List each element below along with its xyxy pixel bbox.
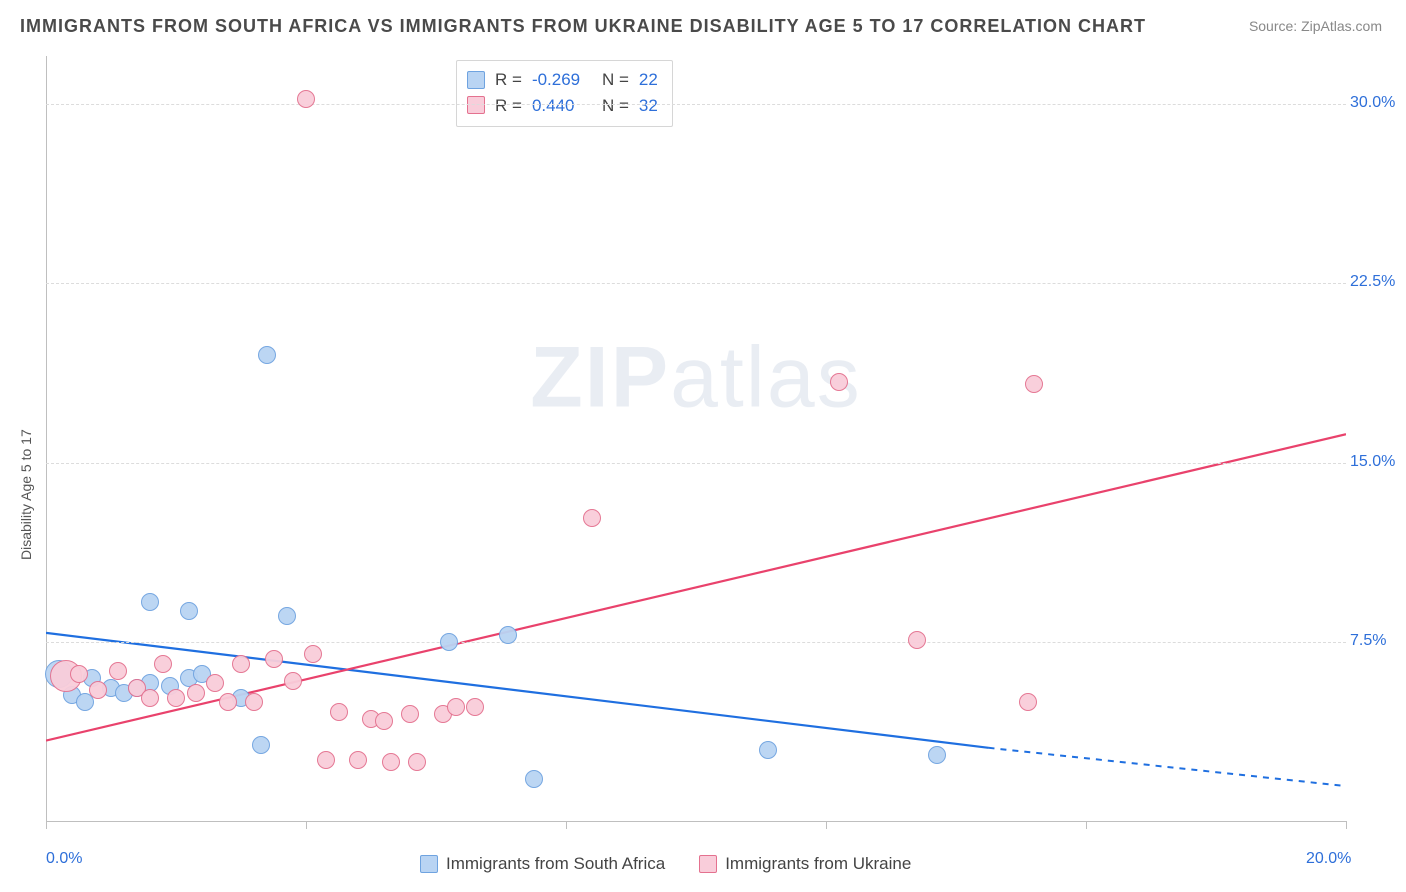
swatch-ua (467, 96, 485, 114)
plot-area: ZIPatlas R = -0.269 N = 22 R = 0.440 N =… (46, 56, 1346, 822)
data-point-sa (499, 626, 517, 644)
data-point-ua (317, 751, 335, 769)
stats-R-label-2: R = (495, 93, 522, 119)
x-tick-mark (306, 821, 307, 829)
y-tick-label: 7.5% (1350, 632, 1406, 650)
stats-R-sa: -0.269 (532, 67, 592, 93)
stats-row-sa: R = -0.269 N = 22 (467, 67, 658, 93)
x-tick-mark (566, 821, 567, 829)
data-point-ua (109, 662, 127, 680)
legend-label-ua: Immigrants from Ukraine (725, 854, 911, 874)
data-point-ua (141, 689, 159, 707)
data-point-ua (219, 693, 237, 711)
legend-item-sa: Immigrants from South Africa (420, 854, 665, 874)
data-point-ua (265, 650, 283, 668)
y-tick-label: 22.5% (1350, 273, 1406, 291)
data-point-ua (401, 705, 419, 723)
data-point-sa (258, 346, 276, 364)
legend-item-ua: Immigrants from Ukraine (699, 854, 911, 874)
x-tick-mark (826, 821, 827, 829)
data-point-sa (278, 607, 296, 625)
stats-R-label: R = (495, 67, 522, 93)
data-point-ua (89, 681, 107, 699)
legend: Immigrants from South Africa Immigrants … (420, 854, 911, 874)
data-point-sa (759, 741, 777, 759)
watermark: ZIPatlas (530, 328, 861, 427)
stats-row-ua: R = 0.440 N = 32 (467, 93, 658, 119)
data-point-ua (330, 703, 348, 721)
data-point-ua (304, 645, 322, 663)
stats-R-ua: 0.440 (532, 93, 592, 119)
data-point-sa (252, 736, 270, 754)
grid-line (46, 642, 1346, 643)
y-tick-label: 15.0% (1350, 453, 1406, 471)
data-point-ua (232, 655, 250, 673)
data-point-ua (830, 373, 848, 391)
chart-title: IMMIGRANTS FROM SOUTH AFRICA VS IMMIGRAN… (20, 16, 1146, 37)
data-point-ua (206, 674, 224, 692)
data-point-sa (180, 602, 198, 620)
data-point-ua (70, 665, 88, 683)
x-tick-mark (46, 821, 47, 829)
data-point-ua (408, 753, 426, 771)
data-point-ua (382, 753, 400, 771)
x-tick-label: 0.0% (46, 850, 82, 868)
legend-label-sa: Immigrants from South Africa (446, 854, 665, 874)
data-point-sa (525, 770, 543, 788)
stats-N-ua: 32 (639, 93, 658, 119)
data-point-ua (297, 90, 315, 108)
data-point-ua (375, 712, 393, 730)
swatch-sa (467, 71, 485, 89)
legend-swatch-ua (699, 855, 717, 873)
y-tick-label: 30.0% (1350, 94, 1406, 112)
data-point-sa (440, 633, 458, 651)
grid-line (46, 283, 1346, 284)
grid-line (46, 104, 1346, 105)
stats-N-label-2: N = (602, 93, 629, 119)
data-point-ua (187, 684, 205, 702)
trend-lines (46, 56, 1346, 822)
data-point-ua (583, 509, 601, 527)
legend-swatch-sa (420, 855, 438, 873)
x-tick-label: 20.0% (1306, 850, 1351, 868)
grid-line (46, 463, 1346, 464)
x-tick-mark (1346, 821, 1347, 829)
y-axis-line (46, 56, 47, 822)
data-point-ua (167, 689, 185, 707)
x-axis-line (46, 821, 1346, 822)
data-point-ua (447, 698, 465, 716)
data-point-ua (1025, 375, 1043, 393)
data-point-ua (466, 698, 484, 716)
watermark-bold: ZIP (530, 329, 670, 425)
data-point-sa (928, 746, 946, 764)
source-attribution: Source: ZipAtlas.com (1249, 18, 1382, 34)
data-point-ua (908, 631, 926, 649)
data-point-ua (154, 655, 172, 673)
y-axis-label: Disability Age 5 to 17 (18, 429, 34, 560)
chart-container: IMMIGRANTS FROM SOUTH AFRICA VS IMMIGRAN… (0, 0, 1406, 892)
data-point-ua (284, 672, 302, 690)
stats-box: R = -0.269 N = 22 R = 0.440 N = 32 (456, 60, 673, 127)
data-point-ua (245, 693, 263, 711)
x-tick-mark (1086, 821, 1087, 829)
data-point-sa (141, 593, 159, 611)
data-point-ua (1019, 693, 1037, 711)
data-point-ua (349, 751, 367, 769)
stats-N-sa: 22 (639, 67, 658, 93)
stats-N-label: N = (602, 67, 629, 93)
